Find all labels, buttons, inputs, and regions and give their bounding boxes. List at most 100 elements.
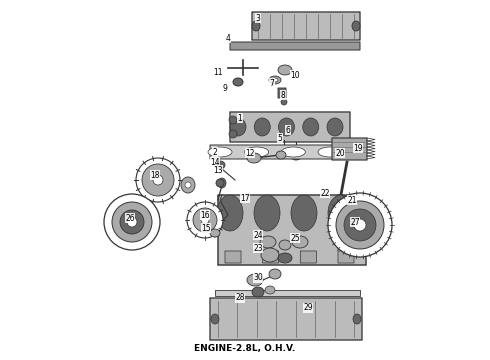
Text: 7: 7 xyxy=(270,78,274,87)
Ellipse shape xyxy=(247,274,263,286)
Ellipse shape xyxy=(272,78,278,82)
FancyBboxPatch shape xyxy=(230,112,350,142)
Ellipse shape xyxy=(210,229,220,237)
Ellipse shape xyxy=(208,147,232,157)
Ellipse shape xyxy=(142,164,174,196)
Ellipse shape xyxy=(328,193,392,257)
FancyBboxPatch shape xyxy=(225,251,241,263)
Text: 16: 16 xyxy=(200,211,210,220)
FancyBboxPatch shape xyxy=(300,251,317,263)
Ellipse shape xyxy=(112,202,152,242)
Text: 18: 18 xyxy=(150,171,160,180)
Text: 20: 20 xyxy=(335,149,345,158)
Bar xyxy=(215,290,360,296)
Ellipse shape xyxy=(104,194,160,250)
Text: 13: 13 xyxy=(213,166,223,175)
Ellipse shape xyxy=(291,154,301,160)
Text: 8: 8 xyxy=(281,90,285,99)
FancyBboxPatch shape xyxy=(278,88,286,98)
Ellipse shape xyxy=(252,21,260,31)
Text: 12: 12 xyxy=(245,149,255,158)
Ellipse shape xyxy=(281,147,305,157)
Ellipse shape xyxy=(201,216,209,224)
Text: 9: 9 xyxy=(222,84,227,93)
Text: 25: 25 xyxy=(290,234,300,243)
Text: 23: 23 xyxy=(253,243,263,252)
Text: 11: 11 xyxy=(213,68,223,77)
Text: 1: 1 xyxy=(238,113,243,122)
Text: 5: 5 xyxy=(277,134,282,143)
Ellipse shape xyxy=(181,177,195,193)
Ellipse shape xyxy=(252,287,264,297)
Ellipse shape xyxy=(229,130,237,138)
Ellipse shape xyxy=(153,175,163,185)
Ellipse shape xyxy=(327,118,343,136)
Ellipse shape xyxy=(279,240,291,250)
Ellipse shape xyxy=(318,147,342,157)
Ellipse shape xyxy=(278,118,294,136)
Ellipse shape xyxy=(303,118,319,136)
Ellipse shape xyxy=(254,195,280,231)
Ellipse shape xyxy=(136,158,180,202)
Text: 14: 14 xyxy=(210,158,220,166)
Text: 19: 19 xyxy=(353,144,363,153)
FancyBboxPatch shape xyxy=(210,298,362,340)
Text: 6: 6 xyxy=(286,126,291,135)
Ellipse shape xyxy=(276,151,286,159)
Ellipse shape xyxy=(265,286,275,294)
Ellipse shape xyxy=(247,153,261,163)
Text: 26: 26 xyxy=(125,213,135,222)
Text: 15: 15 xyxy=(201,224,211,233)
Ellipse shape xyxy=(185,182,191,188)
Ellipse shape xyxy=(218,178,226,188)
Text: 28: 28 xyxy=(235,293,245,302)
FancyBboxPatch shape xyxy=(263,251,279,263)
Ellipse shape xyxy=(278,65,292,75)
Ellipse shape xyxy=(278,253,292,263)
Ellipse shape xyxy=(280,149,288,155)
Text: ENGINE-2.8L, O.H.V.: ENGINE-2.8L, O.H.V. xyxy=(195,343,295,352)
Text: 2: 2 xyxy=(213,148,218,157)
Ellipse shape xyxy=(261,248,279,262)
Ellipse shape xyxy=(281,99,287,105)
FancyBboxPatch shape xyxy=(252,12,360,40)
Ellipse shape xyxy=(215,161,225,169)
Ellipse shape xyxy=(269,269,281,279)
Ellipse shape xyxy=(269,76,281,84)
Ellipse shape xyxy=(328,195,354,231)
Text: 10: 10 xyxy=(290,71,300,80)
Ellipse shape xyxy=(254,118,270,136)
FancyBboxPatch shape xyxy=(230,42,360,50)
Text: 30: 30 xyxy=(253,274,263,283)
Ellipse shape xyxy=(353,314,361,324)
Text: 17: 17 xyxy=(240,194,250,202)
Ellipse shape xyxy=(292,236,308,248)
Text: 22: 22 xyxy=(320,189,330,198)
Ellipse shape xyxy=(291,195,317,231)
Text: 21: 21 xyxy=(347,195,357,204)
Ellipse shape xyxy=(330,195,350,209)
FancyBboxPatch shape xyxy=(218,195,366,265)
Ellipse shape xyxy=(233,78,243,86)
Text: 3: 3 xyxy=(256,14,261,23)
Ellipse shape xyxy=(193,208,217,232)
FancyBboxPatch shape xyxy=(338,251,354,263)
Ellipse shape xyxy=(127,217,137,227)
Ellipse shape xyxy=(120,210,144,234)
Ellipse shape xyxy=(352,21,360,31)
Text: 27: 27 xyxy=(350,217,360,226)
Ellipse shape xyxy=(338,203,352,213)
Ellipse shape xyxy=(354,219,366,231)
Text: 29: 29 xyxy=(303,303,313,312)
Ellipse shape xyxy=(211,314,219,324)
Ellipse shape xyxy=(336,201,384,249)
Ellipse shape xyxy=(217,195,243,231)
Ellipse shape xyxy=(260,236,276,248)
Ellipse shape xyxy=(245,147,269,157)
Ellipse shape xyxy=(187,202,223,238)
Text: 4: 4 xyxy=(225,33,230,42)
Ellipse shape xyxy=(344,209,376,241)
Ellipse shape xyxy=(230,118,246,136)
FancyBboxPatch shape xyxy=(210,145,345,159)
Ellipse shape xyxy=(216,179,224,187)
